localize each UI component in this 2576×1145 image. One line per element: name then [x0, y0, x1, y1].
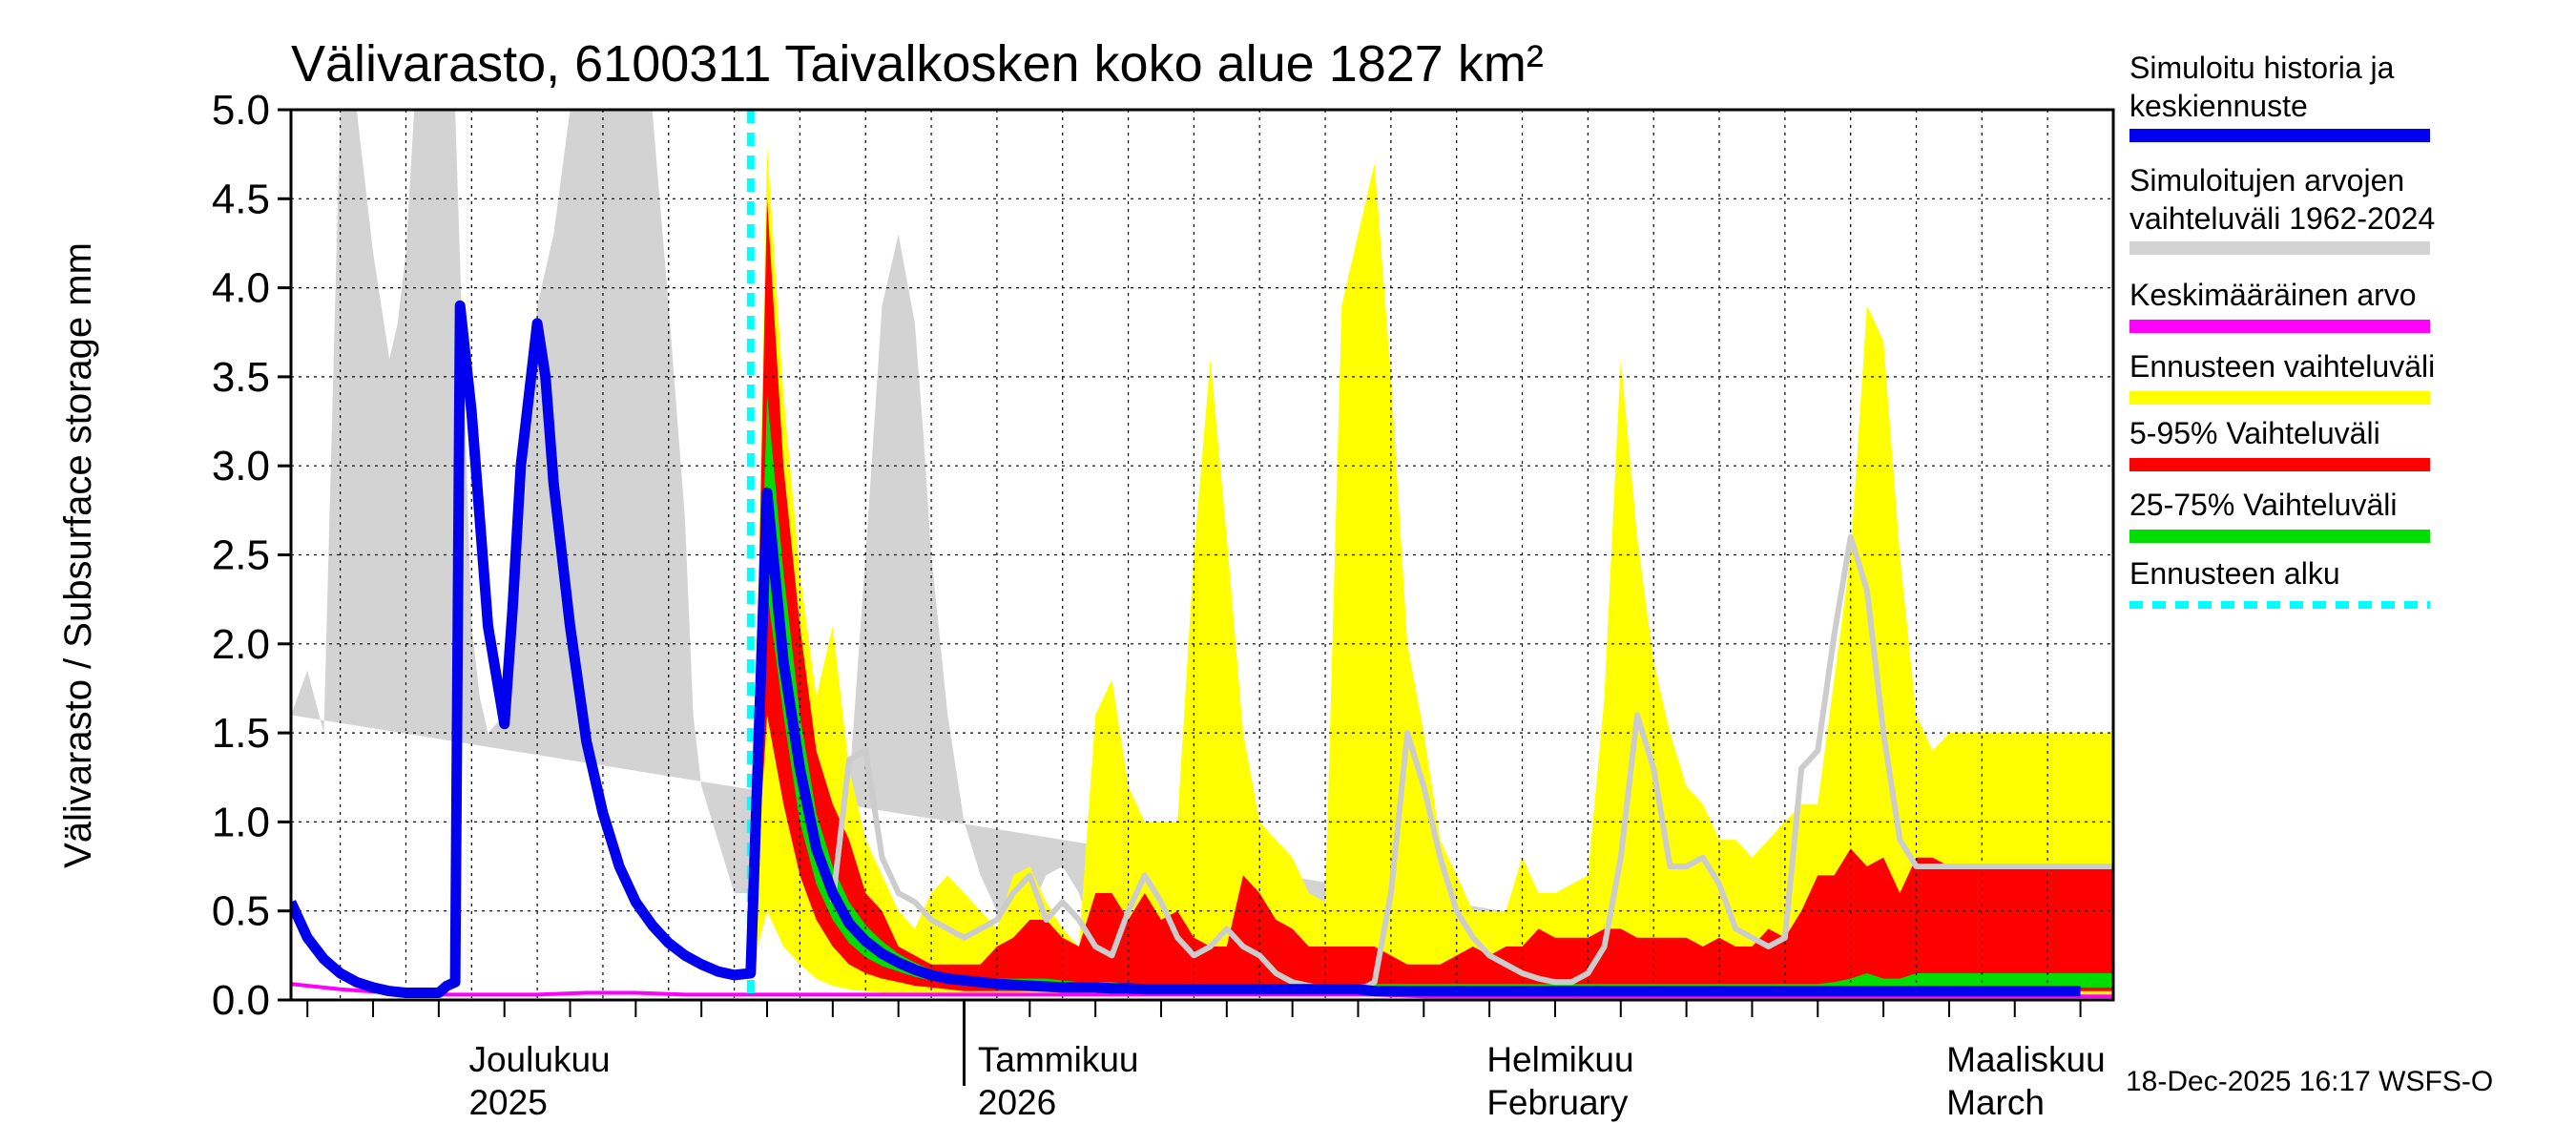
legend-label: 25-75% Vaihteluväli [2129, 488, 2397, 522]
y-tick-label: 4.5 [212, 176, 270, 222]
forecast-range-band [750, 145, 2113, 997]
legend: Simuloitu historia ja keskiennuste Simuloi… [2129, 51, 2435, 609]
legend-label: Ennusteen vaihteluväli [2129, 349, 2435, 384]
month-label: Tammikuu [978, 1040, 1139, 1079]
legend-label: Simuloitujen arvojen [2129, 163, 2404, 198]
month-sublabel: March [1946, 1083, 2045, 1122]
series-lines [291, 110, 2113, 1000]
month-label: Joulukuu [468, 1040, 610, 1079]
month-label: Maaliskuu [1946, 1040, 2106, 1079]
y-tick-label: 3.5 [212, 354, 270, 401]
month-label: Helmikuu [1486, 1040, 1633, 1079]
grid-lines [291, 109, 2113, 1001]
x-axis-ticks: Joulukuu 2025 Tammikuu 2026 Helmikuu February… [306, 1000, 2106, 1122]
legend-sublabel: vaihteluväli 1962-2024 [2129, 201, 2435, 236]
mean-line [291, 982, 2113, 999]
legend-label: Ennusteen alku [2129, 556, 2340, 591]
plot-area [291, 110, 2113, 997]
y-tick-label: 4.0 [212, 265, 270, 312]
y-axis-label: Välivarasto / Subsurface storage mm [57, 242, 99, 868]
y-tick-label: 2.0 [212, 621, 270, 668]
simulated-line [291, 300, 2081, 998]
y-tick-label: 5.0 [212, 87, 270, 134]
month-sublabel: 2026 [978, 1083, 1056, 1122]
y-tick-label: 1.5 [212, 710, 270, 757]
y-axis-ticks: 0.0 0.5 1.0 1.5 2.0 2.5 3.0 3.5 4.0 4.5 5.0 [212, 87, 291, 1024]
legend-sublabel: keskiennuste [2129, 89, 2308, 123]
range-5-95-band [750, 198, 2113, 991]
chart-title: Välivarasto, 6100311 Taivalkosken koko a… [291, 35, 1544, 93]
legend-label: Keskimääräinen arvo [2129, 278, 2417, 312]
y-tick-label: 3.0 [212, 443, 270, 489]
month-sublabel: 2025 [468, 1083, 547, 1122]
y-tick-label: 1.0 [212, 799, 270, 845]
legend-label: 5-95% Vaihteluväli [2129, 416, 2380, 450]
y-tick-label: 2.5 [212, 532, 270, 579]
timestamp-footer: 18-Dec-2025 16:17 WSFS-O [2126, 1066, 2493, 1097]
legend-label: Simuloitu historia ja [2129, 51, 2395, 85]
history-mean-line [829, 533, 2113, 994]
month-sublabel: February [1486, 1083, 1629, 1122]
y-tick-label: 0.5 [212, 888, 270, 935]
y-tick-label: 0.0 [212, 977, 270, 1024]
history-range-band [291, 110, 2031, 997]
